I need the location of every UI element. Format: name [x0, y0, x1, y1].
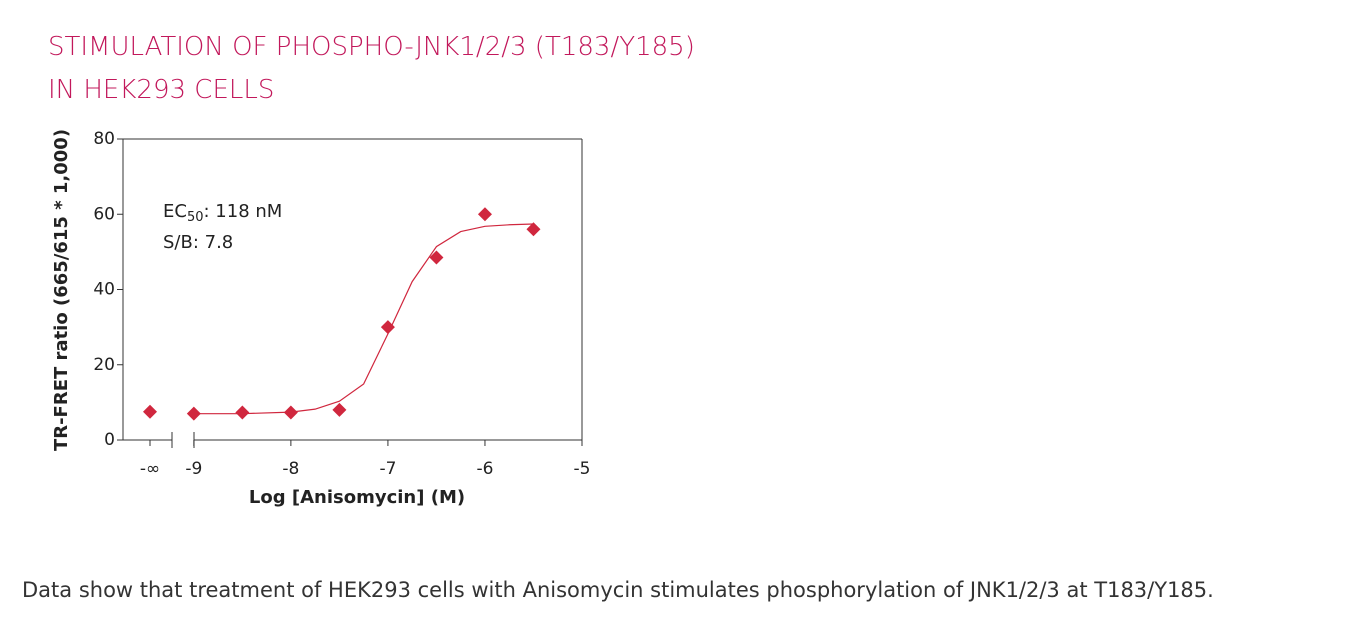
data-point — [429, 250, 444, 265]
x-tick-label: -9 — [185, 459, 202, 479]
sb-annotation: S/B: 7.8 — [163, 232, 233, 253]
ec50-annotation: EC50: 118 nM — [163, 201, 282, 225]
data-point — [283, 405, 298, 420]
data-point — [380, 320, 395, 335]
caption: Data show that treatment of HEK293 cells… — [22, 578, 1214, 602]
data-point — [186, 406, 201, 421]
ec-value: : 118 nM — [204, 201, 283, 222]
x-tick-label: -8 — [282, 459, 299, 479]
x-tick-label: -6 — [476, 459, 493, 479]
y-tick-label: 0 — [104, 430, 115, 450]
chart-title: IN HEK293 CELLS — [48, 75, 274, 105]
ec-prefix: EC — [163, 201, 187, 222]
x-axis-label: Log [Anisomycin] (M) — [249, 487, 465, 508]
data-point — [143, 404, 157, 419]
y-axis-label: TR-FRET ratio (665/615 * 1,000) — [51, 129, 72, 451]
y-tick-label: 20 — [93, 355, 115, 375]
data-point — [235, 405, 250, 420]
y-tick-label: 80 — [93, 129, 115, 149]
data-point — [526, 222, 541, 237]
ec-sub: 50 — [187, 210, 204, 225]
chart-title: STIMULATION OF PHOSPHO-JNK1/2/3 (T183/Y1… — [48, 32, 695, 62]
fit-curve — [193, 223, 534, 415]
y-tick-label: 60 — [93, 204, 115, 224]
x-tick-label: -7 — [379, 459, 396, 479]
x-break-label: -∞ — [140, 459, 160, 479]
data-point — [477, 207, 492, 222]
x-tick-label: -5 — [574, 459, 591, 479]
y-tick-label: 40 — [93, 280, 115, 300]
data-point — [332, 402, 347, 417]
